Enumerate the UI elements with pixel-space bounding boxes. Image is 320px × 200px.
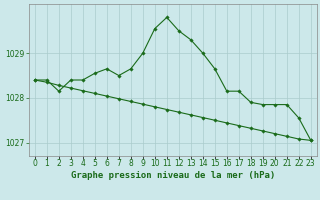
X-axis label: Graphe pression niveau de la mer (hPa): Graphe pression niveau de la mer (hPa)	[71, 171, 275, 180]
